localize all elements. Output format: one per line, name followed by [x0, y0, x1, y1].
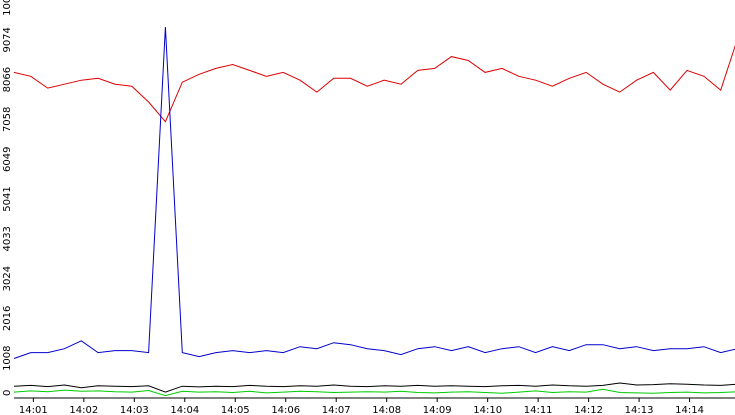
y-axis-strip	[0, 0, 14, 398]
x-tick-label: 14:13	[625, 405, 654, 415]
y-tick-label: 4033	[2, 226, 13, 251]
x-tick-label: 14:01	[19, 405, 48, 415]
series-layer	[13, 26, 735, 397]
x-tick-label: 14:14	[675, 405, 704, 415]
x-tick-label: 14:08	[372, 405, 401, 415]
x-tick-label: 14:10	[473, 405, 502, 415]
y-tick-label: 1008	[2, 345, 13, 370]
x-tick-label: 14:07	[322, 405, 351, 415]
x-tick-label: 14:06	[271, 405, 300, 415]
y-tick-label: 8066	[2, 67, 13, 92]
x-tick-label: 14:02	[69, 405, 98, 415]
series-line-4	[13, 388, 735, 397]
series-line-1	[13, 44, 735, 123]
y-axis-band: 0 1008 2016 3024 4033 5041 6049 7058 8066 9074 100…	[0, 0, 14, 398]
x-tick-label: 14:05	[221, 405, 250, 415]
x-tick-label: 14:04	[170, 405, 199, 415]
y-tick-label: 10083	[2, 0, 13, 16]
x-axis: 14:01 14:02 14:03 14:04 14:05 14:06 14:07 14:08…	[14, 397, 735, 415]
y-tick-label: 3024	[2, 266, 13, 291]
series-line-3	[13, 382, 735, 393]
y-tick-label: 2016	[2, 306, 13, 331]
x-tick-label: 14:12	[574, 405, 603, 415]
y-tick-label: 0	[2, 390, 13, 396]
series-line-2	[13, 26, 735, 359]
x-tick-label: 14:09	[423, 405, 452, 415]
y-tick-label: 6049	[2, 147, 13, 172]
y-tick-label: 7058	[2, 107, 13, 132]
x-tick-label: 14:11	[524, 405, 553, 415]
y-tick-label: 9074	[2, 27, 13, 52]
y-tick-label: 5041	[2, 186, 13, 211]
x-tick-label: 14:03	[120, 405, 149, 415]
